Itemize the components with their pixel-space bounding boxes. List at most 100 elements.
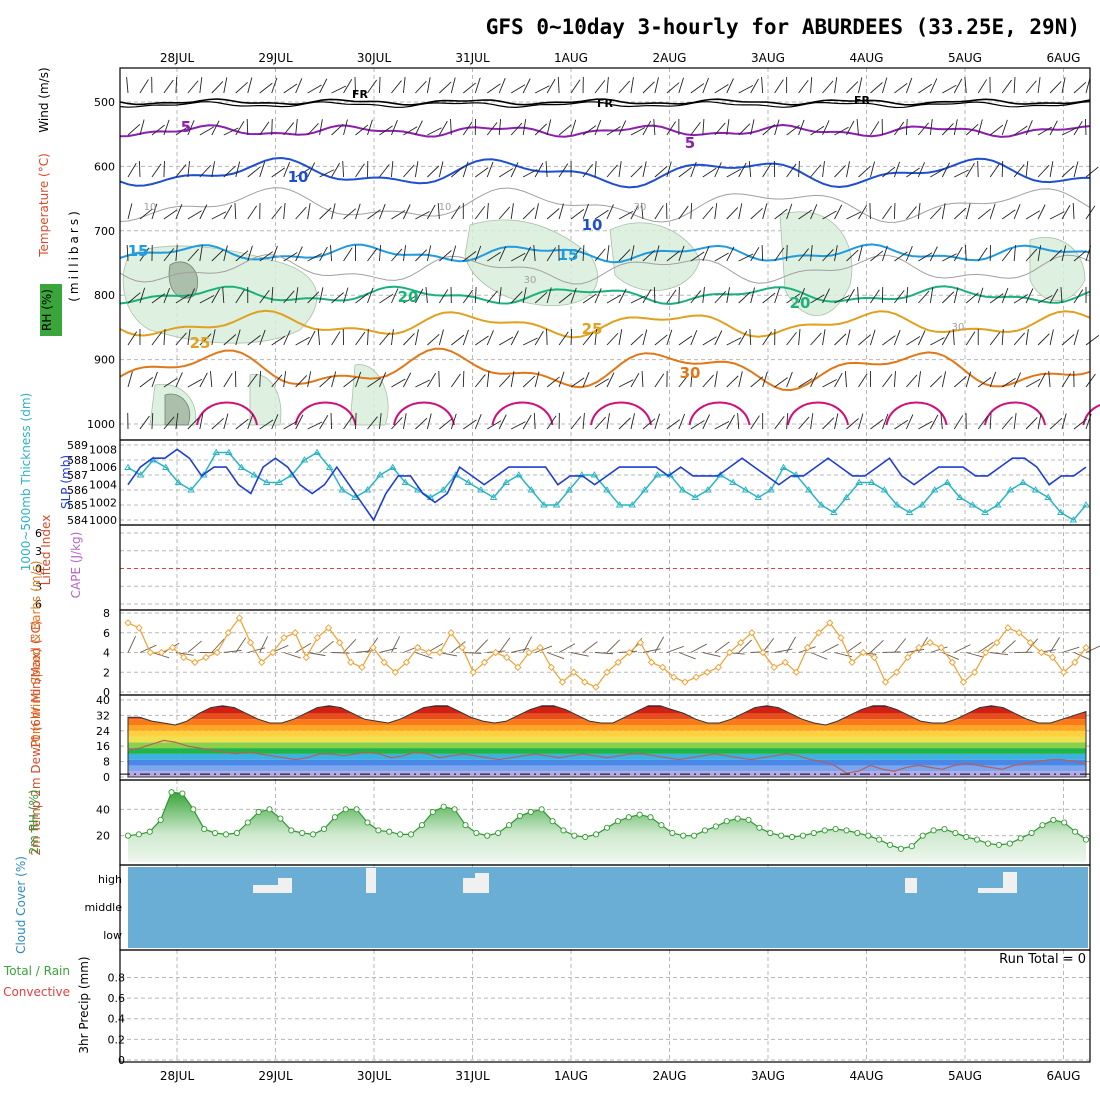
rh2m-marker <box>843 827 850 834</box>
wind-barb <box>175 76 178 94</box>
wind-barb <box>546 119 552 136</box>
thickness-marker <box>514 471 523 478</box>
thickness-marker <box>363 486 372 493</box>
wind-barb <box>259 329 266 346</box>
top-date-label: 3AUG <box>751 51 785 65</box>
wind-barb <box>163 329 166 346</box>
wind-barb <box>1001 119 1008 136</box>
wind-barb <box>798 209 813 220</box>
wind-barb <box>810 125 825 136</box>
wind-barb <box>844 371 847 388</box>
wind-barb <box>858 77 863 94</box>
wind-barb <box>606 204 614 220</box>
wind-barb <box>187 80 199 94</box>
wind-barb <box>762 371 768 388</box>
wind-speed-marker <box>915 643 923 652</box>
rh-dark-area <box>164 393 191 426</box>
wind-barb <box>199 126 214 136</box>
wind-barb-10m <box>882 651 901 653</box>
wind-barb <box>918 122 929 136</box>
wind-barb <box>139 119 145 136</box>
wind-speed-marker <box>246 638 255 647</box>
wind-barb <box>342 160 344 178</box>
rh2m-marker <box>614 818 621 825</box>
wind-speed-marker <box>425 648 433 657</box>
wind-barb-10m <box>966 652 984 658</box>
wind-barb <box>439 250 452 262</box>
wind-barb <box>317 329 321 346</box>
wind-barb <box>858 245 863 262</box>
wind-barb <box>259 161 266 178</box>
wind-barb <box>379 76 381 94</box>
thickness-marker <box>653 471 662 478</box>
wind-barb <box>391 329 394 346</box>
wind-barb <box>486 371 490 388</box>
wind-speed-marker <box>803 643 812 652</box>
wind-barb <box>570 377 585 388</box>
top-date-label: 6AUG <box>1047 51 1081 65</box>
thickness-marker <box>502 478 510 485</box>
rh2m-marker <box>778 832 785 839</box>
wind-speed-marker <box>614 658 622 667</box>
wind-barb <box>1013 203 1021 220</box>
bottom-date-label: 2AUG <box>653 1069 687 1083</box>
wind-axis-label: Wind (m/s) <box>37 67 51 132</box>
wind-barb <box>295 119 298 136</box>
wind-barb <box>522 119 527 136</box>
wind-barb-10m <box>977 642 994 653</box>
wind-barb <box>870 329 876 346</box>
wind-barb <box>415 288 424 304</box>
rh2m-marker <box>941 826 948 833</box>
wind-barb <box>582 332 594 346</box>
wind-barb <box>343 79 353 94</box>
wind-barb <box>534 291 548 304</box>
wind-barb <box>738 85 754 94</box>
wind-barb <box>846 329 851 346</box>
wind-barb <box>690 290 702 304</box>
wind-barb <box>355 124 369 136</box>
wind-barb <box>391 161 394 178</box>
wind-barb <box>678 205 689 220</box>
wind-barb <box>498 374 511 388</box>
wind-barb <box>606 164 618 178</box>
wind-barb-10m <box>774 648 793 653</box>
wind-barb <box>1084 118 1087 136</box>
wind-barb <box>977 79 988 94</box>
wind-barb <box>187 120 195 136</box>
wind-barb <box>415 211 430 220</box>
thickness-marker <box>867 478 876 485</box>
wind-barb-10m <box>714 641 730 653</box>
lifted-tick-label: 6 <box>35 598 42 611</box>
dewpoint-line <box>127 739 1087 774</box>
wind-barb <box>940 413 943 430</box>
thickness-marker <box>729 478 737 485</box>
wind-barb <box>1049 417 1063 430</box>
rh2m-marker <box>331 814 338 821</box>
wind-barb <box>678 335 693 346</box>
contour-label: 25 <box>190 334 211 352</box>
contour-label: FR <box>854 94 871 107</box>
thickness-marker <box>313 448 321 455</box>
thickness-marker <box>893 501 901 508</box>
rh2m-marker <box>625 814 632 821</box>
wind-barb <box>451 334 465 346</box>
wind-barb <box>139 415 150 430</box>
rh2m-marker <box>1039 822 1046 829</box>
wind-barb <box>139 79 149 94</box>
wind-barb <box>929 78 938 94</box>
wind-barb <box>391 248 403 262</box>
cloud-cover-area <box>128 867 1088 948</box>
wind-speed-marker <box>848 658 856 667</box>
wind-barb <box>355 371 362 388</box>
wind-barb <box>223 413 229 430</box>
wind-barb <box>391 210 406 220</box>
rh2m-marker <box>157 816 164 823</box>
wind-barb <box>427 165 440 178</box>
wind-barb <box>426 77 431 94</box>
precip-tick-label: 0.6 <box>108 992 126 1005</box>
wind-barb-10m <box>511 648 529 653</box>
wind-barb <box>271 118 273 136</box>
wind-barb <box>355 412 357 430</box>
wind-barb <box>726 287 730 304</box>
wind-barb <box>439 418 453 430</box>
